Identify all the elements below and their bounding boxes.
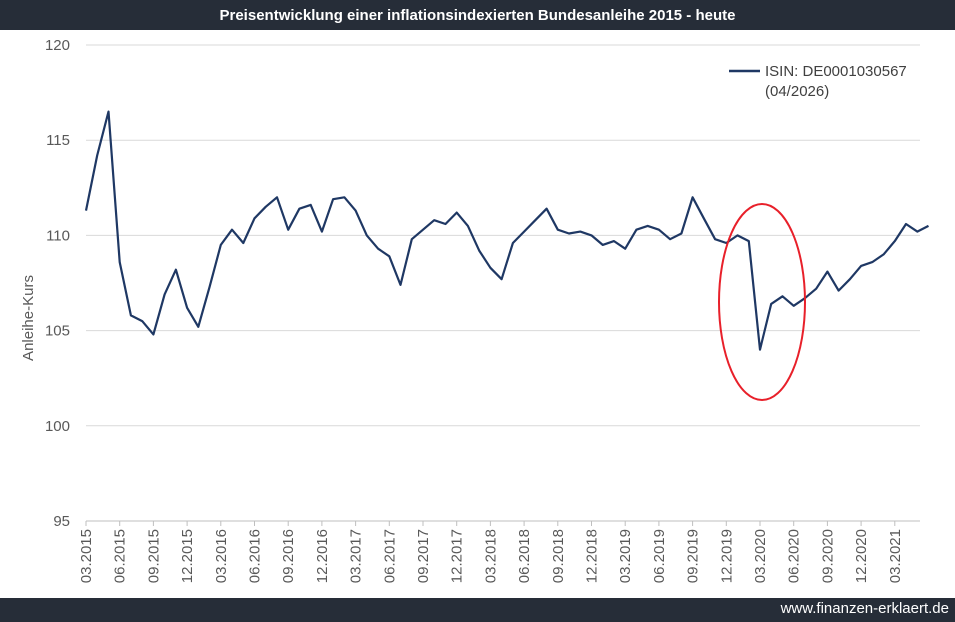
x-tick-label: 06.2016 xyxy=(247,529,264,583)
y-tick-label: 115 xyxy=(46,132,70,149)
x-tick-label: 09.2015 xyxy=(145,529,162,583)
x-tick-label: 06.2017 xyxy=(381,529,398,583)
x-tick-label: 09.2020 xyxy=(819,529,836,583)
x-tick-label: 03.2017 xyxy=(348,529,365,583)
x-tick-label: 06.2019 xyxy=(651,529,668,583)
x-tick-label: 06.2015 xyxy=(112,529,129,583)
y-tick-label: 95 xyxy=(53,513,70,530)
x-tick-label: 06.2018 xyxy=(516,529,533,583)
x-tick-label: 09.2017 xyxy=(415,529,432,583)
y-tick-label: 100 xyxy=(45,418,70,435)
line-chart: 95 100 105 110 115 120 03.2015 06.2015 09.2015 1… xyxy=(20,37,929,583)
y-tick-label: 120 xyxy=(45,37,70,54)
chart-title: Preisentwicklung einer inflationsindexie… xyxy=(219,6,736,24)
x-tick-label: 12.2018 xyxy=(584,529,601,583)
source-link[interactable]: www.finanzen-erklaert.de xyxy=(780,600,949,617)
legend: ISIN: DE0001030567 (04/2026) xyxy=(729,63,907,100)
x-tick-label: 09.2018 xyxy=(550,529,567,583)
x-tick-label: 03.2016 xyxy=(213,529,230,583)
x-tick-label: 12.2017 xyxy=(449,529,466,583)
x-tick-label: 03.2015 xyxy=(78,529,95,583)
footer-bar: www.finanzen-erklaert.de xyxy=(0,598,955,622)
x-tick-label: 03.2019 xyxy=(617,529,634,583)
y-tick-label: 110 xyxy=(46,227,70,244)
y-tick-label: 105 xyxy=(45,323,70,340)
x-tick-label: 09.2016 xyxy=(280,529,297,583)
x-tick-label: 03.2021 xyxy=(887,529,904,583)
y-axis-label: Anleihe-Kurs xyxy=(20,275,37,361)
highlight-ellipse xyxy=(718,203,806,402)
x-tick-label: 12.2020 xyxy=(853,529,870,583)
x-tick-label: 03.2020 xyxy=(752,529,769,583)
series-line xyxy=(84,110,929,351)
legend-label-line2: (04/2026) xyxy=(765,83,829,100)
x-tick-label: 06.2020 xyxy=(786,529,803,583)
chart-title-bar: Preisentwicklung einer inflationsindexie… xyxy=(0,0,955,30)
x-tick-label: 12.2015 xyxy=(179,529,196,583)
legend-label-line1: ISIN: DE0001030567 xyxy=(765,63,907,80)
x-tick-label: 03.2018 xyxy=(482,529,499,583)
x-tick-label: 12.2016 xyxy=(314,529,331,583)
x-tick-label: 09.2019 xyxy=(685,529,702,583)
x-tick-label: 12.2019 xyxy=(718,529,735,583)
